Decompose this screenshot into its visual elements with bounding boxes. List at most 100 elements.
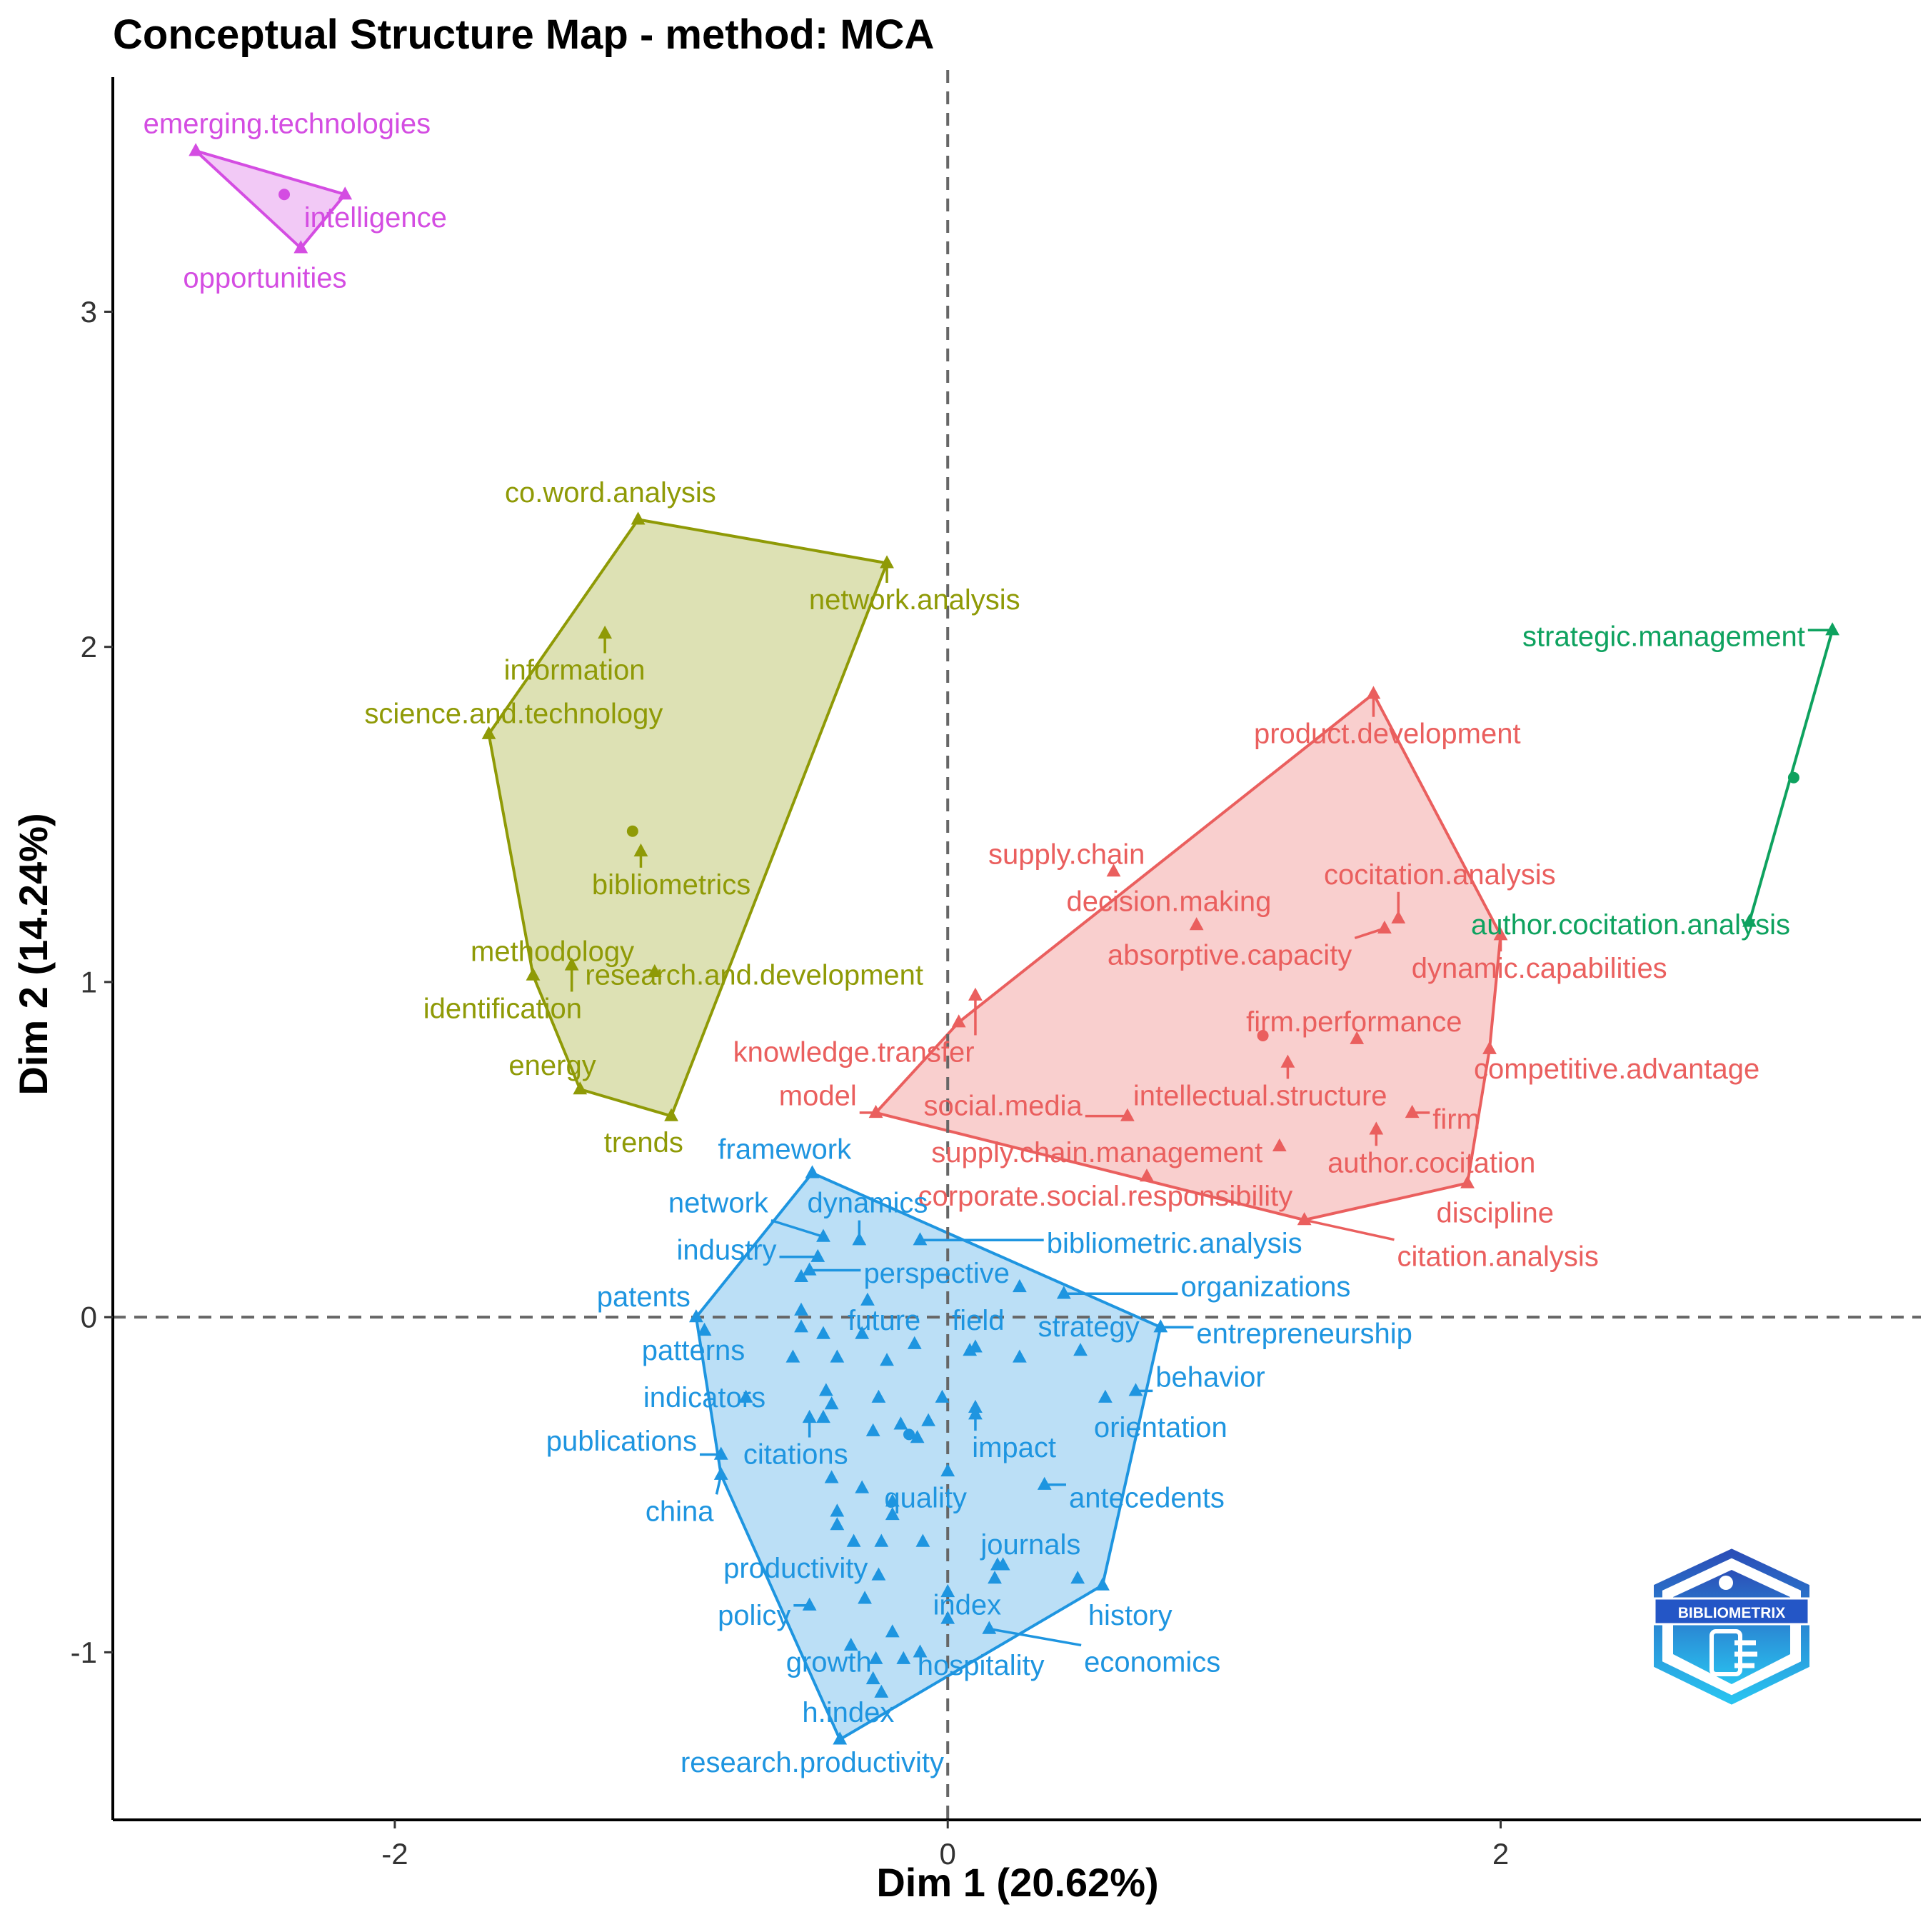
point-marker-1-1 [189, 143, 204, 156]
cluster-centroid-4 [1787, 771, 1799, 784]
point-marker-2-8 [564, 957, 579, 971]
point-marker-5-45 [818, 1383, 833, 1396]
point-marker-5-64 [858, 1591, 872, 1604]
point-marker-3-9 [1482, 1041, 1497, 1054]
point-marker-5-16 [1098, 1389, 1113, 1403]
point-marker-5-40 [830, 1349, 845, 1363]
point-marker-5-22 [1037, 1476, 1052, 1490]
point-label-5-2: network [668, 1188, 769, 1219]
point-label-3-7: firm.performance [1246, 1006, 1462, 1038]
point-marker-5-69 [990, 1557, 1005, 1571]
point-marker-5-68 [1070, 1571, 1085, 1584]
point-label-2-2: network.analysis [809, 584, 1020, 616]
point-label-5-7: organizations [1180, 1271, 1350, 1303]
point-marker-5-5 [913, 1232, 928, 1246]
point-marker-5-15 [738, 1389, 753, 1403]
point-marker-5-72 [865, 1671, 880, 1685]
point-marker-5-41 [880, 1353, 894, 1366]
point-marker-5-47 [871, 1389, 886, 1403]
x-axis-title: Dim 1 (20.62%) [876, 1860, 1158, 1905]
point-marker-5-31 [874, 1684, 889, 1698]
point-label-5-22: antecedents [1069, 1483, 1225, 1514]
cluster-hull-3 [874, 692, 1502, 1222]
point-label-3-1: product.development [1254, 719, 1521, 750]
point-marker-3-19 [951, 1014, 966, 1028]
point-label-3-6: dynamic.capabilities [1412, 953, 1667, 984]
point-marker-5-49 [968, 1406, 983, 1420]
point-label-3-11: model [779, 1080, 857, 1111]
cluster-centroid-5 [903, 1428, 915, 1441]
point-label-5-5: bibliometric.analysis [1047, 1228, 1302, 1259]
point-marker-5-2 [816, 1228, 830, 1242]
point-label-5-26: index [933, 1590, 1001, 1621]
point-label-1-3: opportunities [183, 263, 346, 294]
point-marker-3-15 [1272, 1138, 1287, 1151]
point-marker-5-37 [860, 1292, 875, 1306]
point-label-5-19: impact [972, 1432, 1056, 1463]
point-labels: emerging.technologies intelligence opportu… [144, 109, 1805, 1779]
point-label-5-31: h.index [802, 1697, 894, 1728]
point-marker-5-3 [852, 1232, 867, 1246]
point-marker-5-33 [794, 1268, 808, 1282]
point-marker-5-71 [843, 1638, 858, 1651]
point-label-5-29: growth [786, 1646, 872, 1678]
point-label-1-1: emerging.technologies [144, 109, 431, 140]
y-tick-label-2: 0 [81, 1301, 97, 1334]
point-marker-2-4 [481, 726, 496, 739]
point-marker-5-1 [805, 1165, 820, 1178]
point-marker-5-28 [982, 1621, 997, 1634]
point-marker-5-21 [885, 1493, 900, 1507]
logo-text: BIBLIOMETRIX [1678, 1605, 1786, 1621]
y-tick-label-3: 1 [81, 965, 97, 998]
point-marker-3-2 [1106, 864, 1121, 877]
point-marker-2-1 [631, 511, 646, 525]
reference-lines [113, 70, 1921, 1820]
point-marker-3-5 [1377, 920, 1392, 934]
point-marker-5-14 [1128, 1383, 1143, 1396]
point-label-2-3: information [504, 655, 646, 686]
leader-line-5-2 [770, 1218, 824, 1238]
point-marker-5-51 [865, 1423, 880, 1436]
y-tick-label-5: 3 [81, 295, 97, 329]
point-marker-5-19 [968, 1399, 983, 1413]
point-marker-3-8 [968, 987, 983, 1001]
point-marker-3-7 [1350, 1031, 1365, 1044]
point-marker-5-20 [713, 1466, 728, 1480]
point-label-2-6: methodology [471, 936, 634, 968]
point-label-5-32: research.productivity [681, 1747, 944, 1778]
point-label-3-4: decision.making [1067, 886, 1272, 917]
point-marker-3-6 [1493, 927, 1508, 941]
point-marker-2-10 [664, 1108, 678, 1121]
leader-line-3-18 [1304, 1218, 1395, 1241]
point-marker-2-9 [573, 1081, 588, 1095]
point-marker-5-29 [868, 1651, 883, 1664]
chart-title: Conceptual Structure Map - method: MCA [113, 11, 934, 58]
point-label-3-12: social.media [923, 1091, 1083, 1122]
point-label-5-15: indicators [643, 1382, 765, 1413]
point-label-3-5: absorptive.capacity [1108, 939, 1352, 971]
point-label-2-5: bibliometrics [592, 869, 750, 901]
point-marker-5-50 [816, 1409, 830, 1423]
point-label-3-16: corporate.social.responsibility [918, 1181, 1293, 1212]
cluster-centroid-1 [278, 189, 291, 201]
point-label-5-1: framework [718, 1134, 852, 1166]
point-marker-5-59 [830, 1517, 845, 1531]
point-label-5-17: publications [546, 1426, 697, 1457]
point-label-4-1: strategic.management [1522, 621, 1805, 653]
point-marker-5-25 [802, 1597, 817, 1611]
point-marker-1-2 [338, 186, 353, 200]
point-label-5-12: entrepreneurship [1196, 1318, 1412, 1350]
point-label-5-8: patents [597, 1281, 691, 1313]
x-tick-label-2: 0 [940, 1837, 956, 1871]
point-marker-5-63 [871, 1567, 886, 1581]
point-marker-5-48 [935, 1389, 950, 1403]
point-label-5-30: hospitality [918, 1650, 1045, 1681]
x-tick-label-1: -2 [381, 1837, 408, 1871]
point-marker-5-6 [802, 1262, 817, 1276]
bibliometrix-logo: BIBLIOMETRIX [1653, 1548, 1810, 1705]
point-marker-5-18 [802, 1409, 817, 1423]
point-marker-5-30 [913, 1644, 928, 1658]
point-label-3-8: knowledge.transfer [733, 1036, 975, 1068]
point-marker-5-56 [855, 1480, 870, 1493]
